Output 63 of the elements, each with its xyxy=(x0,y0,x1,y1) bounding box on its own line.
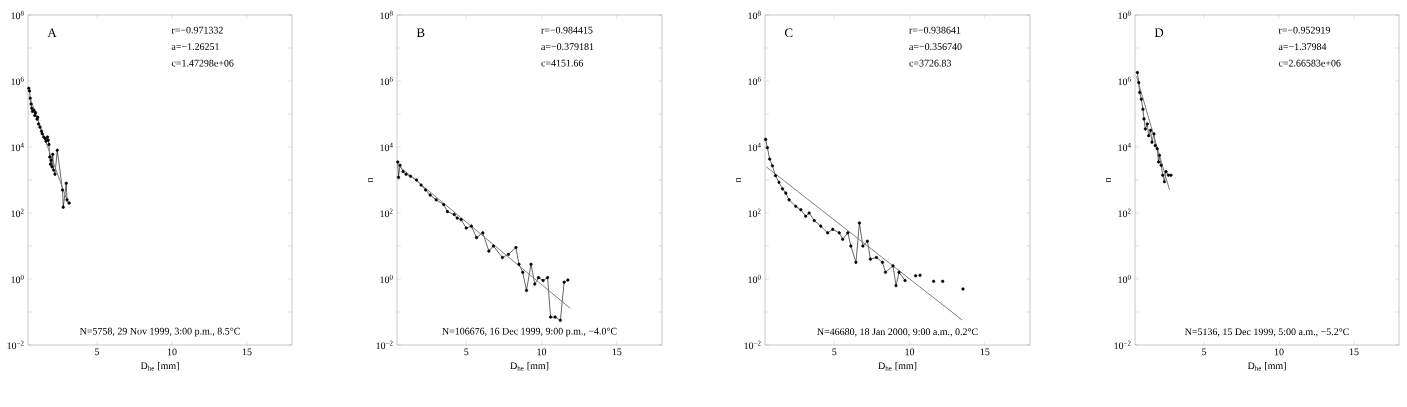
x-tick-label: 15 xyxy=(980,348,990,356)
annotation: N=5758, 29 Nov 1999, 3:00 p.m., 8.5°C xyxy=(79,327,240,337)
annotation: C xyxy=(784,28,793,38)
annotation: r=−0.938641 xyxy=(909,26,961,34)
annotation: r=−0.984415 xyxy=(541,26,593,34)
y-tick-label: 10$^{−2}$ xyxy=(376,340,393,350)
y-tick-label: 10$^{2}$ xyxy=(380,208,393,218)
annotation: a=−0.356740 xyxy=(909,43,962,51)
y-axis-title: n xyxy=(1106,177,1111,183)
annotation: c=2.66583e+06 xyxy=(1278,59,1341,67)
y-tick-label: 10$^{4}$ xyxy=(1118,142,1131,152)
x-axis-title: D$_{he}$ [mm] xyxy=(878,362,917,371)
x-tick-label: 5 xyxy=(1202,348,1207,356)
x-axis-title: D$_{he}$ [mm] xyxy=(140,362,179,371)
y-axis-title: n xyxy=(736,177,741,183)
y-tick-label: 10$^{2}$ xyxy=(748,208,761,218)
y-tick-label: 10$^{0}$ xyxy=(380,274,393,284)
x-tick-label: 15 xyxy=(612,348,622,356)
annotation: A xyxy=(47,28,57,37)
x-axis-title: D$_{he}$ [mm] xyxy=(1247,362,1286,371)
y-tick-label: 10$^{−2}$ xyxy=(744,340,761,350)
annotation: D xyxy=(1154,28,1164,37)
annotation: N=46680, 18 Jan 2000, 9:00 a.m., 0.2°C xyxy=(817,328,978,337)
y-axis-title: n xyxy=(368,177,373,183)
annotation: c=4151.66 xyxy=(541,59,584,67)
y-tick-label: 10$^{8}$ xyxy=(1118,10,1131,20)
y-tick-label: 10$^{4}$ xyxy=(380,142,393,152)
annotation: r=−0.952919 xyxy=(1278,26,1330,34)
y-tick-label: 10$^{4}$ xyxy=(748,142,761,152)
x-axis-title: D$_{he}$ [mm] xyxy=(510,362,549,371)
y-tick-label: 10$^{6}$ xyxy=(748,76,761,86)
x-tick-label: 5 xyxy=(464,348,469,356)
y-tick-label: 10$^{−2}$ xyxy=(1114,340,1131,350)
x-tick-label: 15 xyxy=(1349,348,1359,356)
y-tick-label: 10$^{6}$ xyxy=(1118,76,1131,86)
x-tick-label: 10 xyxy=(537,348,547,356)
annotation: N=5136, 15 Dec 1999, 5:00 a.m., −5.2°C xyxy=(1184,328,1349,337)
y-tick-label: 10$^{6}$ xyxy=(11,76,24,86)
y-tick-label: 10$^{2}$ xyxy=(1118,208,1131,218)
y-tick-label: 10$^{4}$ xyxy=(11,142,24,152)
x-tick-label: 15 xyxy=(242,348,252,356)
y-tick-label: 10$^{8}$ xyxy=(380,10,393,20)
y-tick-label: 10$^{0}$ xyxy=(1118,274,1131,284)
y-tick-label: 10$^{0}$ xyxy=(748,274,761,284)
annotation: c=3726.83 xyxy=(909,59,952,67)
annotation: r=−0.971332 xyxy=(171,26,223,34)
y-tick-label: 10$^{−2}$ xyxy=(7,340,24,350)
x-tick-label: 5 xyxy=(95,348,100,356)
y-tick-label: 10$^{8}$ xyxy=(748,10,761,20)
y-tick-label: 10$^{0}$ xyxy=(11,274,24,284)
annotation: B xyxy=(416,28,425,37)
y-tick-label: 10$^{8}$ xyxy=(11,10,24,20)
annotation: c=1.47298e+06 xyxy=(171,59,234,67)
y-tick-label: 10$^{6}$ xyxy=(380,76,393,86)
annotation: a=−1.26251 xyxy=(171,43,219,50)
x-tick-label: 10 xyxy=(905,348,915,356)
annotation: N=106676, 16 Dec 1999, 9:00 p.m., −4.0°C xyxy=(442,327,617,337)
y-tick-label: 10$^{2}$ xyxy=(11,208,24,218)
x-tick-label: 10 xyxy=(1274,348,1284,356)
x-tick-label: 5 xyxy=(832,348,837,356)
annotation: a=−0.379181 xyxy=(541,43,594,51)
x-tick-label: 10 xyxy=(167,348,177,356)
annotation: a=−1.37984 xyxy=(1278,43,1327,51)
